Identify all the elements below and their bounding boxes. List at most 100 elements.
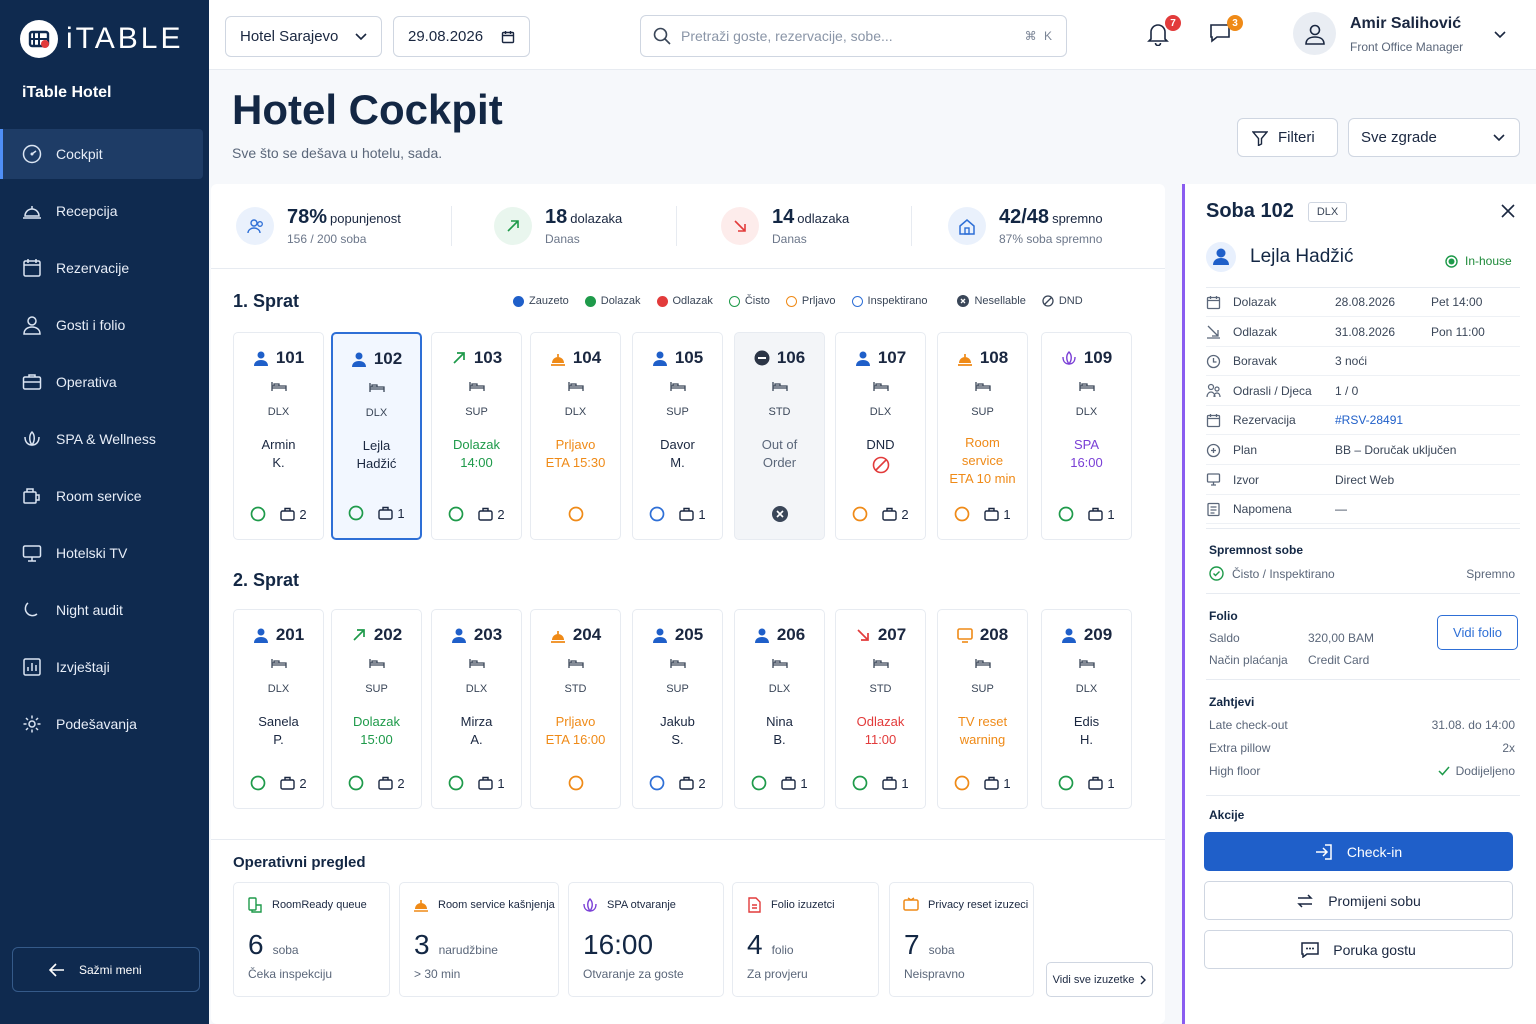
room-card-203[interactable]: 203 DLX Mirza A. 1: [431, 609, 522, 809]
unsellable-icon: [957, 295, 970, 307]
room-card-209[interactable]: 209 DLX Edis H. 1: [1041, 609, 1132, 809]
room-card-207[interactable]: 207 STD Odlazak 11:00 1: [835, 609, 926, 809]
room-card-206[interactable]: 206 DLX Nina B. 1: [734, 609, 825, 809]
legend-item: DND: [1042, 295, 1083, 307]
close-icon[interactable]: [1501, 204, 1515, 218]
ops-card-3[interactable]: Folio izuzetci 4 folio Za provjeru: [732, 882, 879, 997]
hotel-select[interactable]: Hotel Sarajevo: [225, 16, 382, 57]
room-card-201[interactable]: 201 DLX Sanela P. 2: [233, 609, 324, 809]
room-card-204[interactable]: 204 STD Prljavo ETA 16:00: [530, 609, 621, 809]
bed-icon: [735, 656, 824, 670]
page-title: Hotel Cockpit: [232, 86, 503, 133]
status-label: In-house: [1465, 254, 1512, 268]
legend-dot-icon: [513, 295, 524, 307]
sidebar-item-pode-avanja[interactable]: Podešavanja: [0, 699, 209, 749]
monitor-icon: [1206, 472, 1222, 487]
tv-icon: [22, 543, 42, 563]
dnd-icon: [840, 456, 921, 474]
room-card-105[interactable]: 105 SUP Davor M. 1: [632, 332, 723, 540]
sidebar-nav: Cockpit Recepcija Rezervacije Gosti i folio…: [0, 129, 209, 756]
room-status-line-1: Sanela: [258, 714, 299, 729]
bed-icon: [836, 656, 925, 670]
room-card-202[interactable]: 202 SUP Dolazak 15:00 2: [331, 609, 422, 809]
view-all-exceptions-button[interactable]: Vidi sve izuzetke: [1046, 962, 1153, 997]
sidebar-item-night-audit[interactable]: Night audit: [0, 585, 209, 635]
user-menu-chevron-icon[interactable]: [1494, 31, 1506, 39]
people-icon: [1206, 383, 1222, 398]
room-card-107[interactable]: 107 DLX DND 2: [835, 332, 926, 540]
sidebar-item-room-service[interactable]: Room service: [0, 471, 209, 521]
messages-badge: 3: [1227, 15, 1243, 31]
bed-icon: [531, 379, 620, 393]
luggage-count: 2: [280, 507, 307, 522]
sidebar-item-izvje-taji[interactable]: Izvještaji: [0, 642, 209, 692]
kpi-label: dolazaka: [570, 211, 623, 226]
message-guest-button[interactable]: Poruka gostu: [1204, 930, 1513, 969]
room-status: Nina B.: [735, 713, 824, 749]
ops-card-1[interactable]: Room service kašnjenja 3 narudžbine > 30 mi…: [399, 882, 559, 997]
filters-button[interactable]: Filteri: [1237, 118, 1338, 157]
view-folio-button[interactable]: Vidi folio: [1437, 615, 1518, 650]
kpi-sub: Danas: [545, 232, 580, 246]
detail-value-2: Pet 14:00: [1431, 295, 1483, 309]
room-footer: 1: [432, 775, 521, 791]
ops-card-0[interactable]: RoomReady queue 6 soba Čeka inspekciju: [233, 882, 390, 997]
person-icon: [253, 350, 269, 366]
building-select[interactable]: Sve zgrade: [1348, 118, 1520, 157]
room-card-106[interactable]: 106 STD Out of Order: [734, 332, 825, 540]
check-in-button[interactable]: Check-in: [1204, 832, 1513, 871]
moon-icon: [22, 600, 42, 620]
collapse-menu-button[interactable]: Sažmi meni: [12, 947, 200, 992]
divider: [1206, 593, 1520, 594]
room-status: Dolazak 15:00: [332, 713, 421, 749]
sidebar-item-spa-wellness[interactable]: SPA & Wellness: [0, 414, 209, 464]
user-icon: [22, 315, 42, 335]
out-of-order-icon: [754, 350, 770, 366]
change-room-button[interactable]: Promijeni sobu: [1204, 881, 1513, 920]
messages-button[interactable]: 3: [1209, 15, 1243, 48]
divider: [911, 206, 912, 246]
notifications-button[interactable]: 7: [1147, 15, 1181, 48]
room-card-103[interactable]: 103 SUP Dolazak 14:00 2: [431, 332, 522, 540]
departure-arrow-icon: [855, 627, 871, 643]
sidebar-item-label: Podešavanja: [56, 716, 137, 732]
sidebar-item-cockpit[interactable]: Cockpit: [0, 129, 203, 179]
room-status-line-1: Prljavo: [555, 714, 596, 729]
sidebar-item-operativa[interactable]: Operativa: [0, 357, 209, 407]
housekeeping-status-icon: [448, 775, 464, 791]
bell-icon: [1147, 24, 1169, 46]
person-icon: [754, 627, 770, 643]
room-card-104[interactable]: 104 DLX Prljavo ETA 15:30: [530, 332, 621, 540]
legend-label: DND: [1058, 295, 1083, 307]
luggage-icon: [1088, 776, 1104, 790]
room-card-205[interactable]: 205 SUP Jakub S. 2: [632, 609, 723, 809]
ops-card-value: 4: [747, 929, 763, 960]
search-input[interactable]: Pretraži goste, rezervacije, sobe... ⌘ K: [640, 15, 1067, 57]
date-picker[interactable]: 29.08.2026: [393, 16, 530, 57]
room-number: 209: [1083, 625, 1113, 644]
room-card-102[interactable]: 102 DLX Lejla Hadžić 1: [331, 332, 422, 540]
ops-card-4[interactable]: Privacy reset izuzeci 7 soba Neispravno: [889, 882, 1034, 997]
room-status-line-2: H.: [1080, 732, 1093, 747]
user-avatar[interactable]: [1293, 12, 1336, 55]
detail-value[interactable]: #RSV-28491: [1335, 413, 1404, 428]
room-card-208[interactable]: 208 SUP TV reset warning 1: [937, 609, 1028, 809]
ops-title: Operativni pregled: [233, 854, 366, 871]
sidebar-item-rezervacije[interactable]: Rezervacije: [0, 243, 209, 293]
spa-icon: [582, 897, 598, 913]
sidebar-item-gosti-i-folio[interactable]: Gosti i folio: [0, 300, 209, 350]
sidebar-item-label: Cockpit: [56, 146, 103, 162]
ops-card-2[interactable]: SPA otvaranje 16:00 Otvaranje za goste: [568, 882, 724, 997]
app-logo[interactable]: iTABLE: [20, 20, 183, 58]
cleaning-icon: [550, 627, 566, 643]
readiness-row: Čisto / Inspektirano Spremno: [1209, 566, 1515, 581]
sidebar-item-recepcija[interactable]: Recepcija: [0, 186, 209, 236]
detail-row-rezervacija[interactable]: Rezervacija #RSV-28491: [1206, 406, 1520, 436]
room-footer: 1: [938, 506, 1027, 522]
room-card-108[interactable]: 108 SUP Room service ETA 10 min 1: [937, 332, 1028, 540]
sidebar-item-hotelski-tv[interactable]: Hotelski TV: [0, 528, 209, 578]
room-card-101[interactable]: 101 DLX Armin K. 2: [233, 332, 324, 540]
search-shortcut: ⌘ K: [1024, 29, 1054, 43]
room-card-109[interactable]: 109 DLX SPA 16:00 1: [1041, 332, 1132, 540]
detail-row-odrasli-djeca: Odrasli / Djeca 1 / 0: [1206, 377, 1520, 406]
